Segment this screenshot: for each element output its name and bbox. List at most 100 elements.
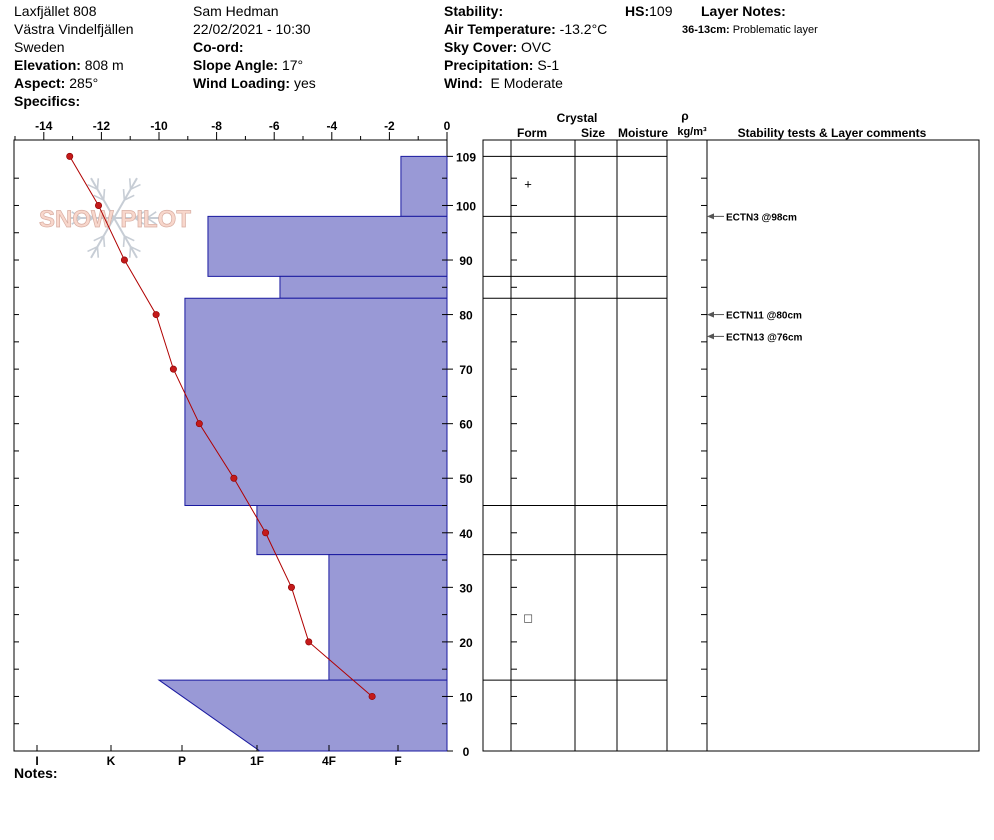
snowpilot-wordmark: SNOW PILOT xyxy=(39,206,191,233)
temp-tick-label: -10 xyxy=(150,119,168,133)
snowflake-branch xyxy=(87,183,98,191)
air-temp-label: Air Temperature: xyxy=(444,21,556,37)
snowflake-branch xyxy=(93,235,104,242)
temperature-point xyxy=(230,474,238,482)
air-temp-value: -13.2°C xyxy=(559,21,608,37)
temperature-point xyxy=(120,256,128,264)
height-tick-label: 10 xyxy=(459,690,473,704)
temperature-point xyxy=(368,692,376,700)
snowflake-branch xyxy=(134,211,145,219)
snowflake-branch xyxy=(146,211,157,219)
hs-value: 109 xyxy=(649,3,673,19)
temperature-point xyxy=(95,201,103,209)
hardness-layer xyxy=(207,215,448,277)
left-axis-ticks xyxy=(14,177,447,725)
slope-field: Slope Angle: 17° xyxy=(193,57,303,74)
moisture-header: Moisture xyxy=(618,126,668,140)
temp-tick-label: -4 xyxy=(326,119,337,133)
snowflake-branch xyxy=(71,217,82,225)
stability-tests: ECTN3 @98cm ECTN11 @80cm ECTN13 @76cm xyxy=(707,212,803,343)
hardness-layer xyxy=(157,679,448,752)
height-tick-label: 80 xyxy=(459,309,473,323)
coord-label: Co-ord: xyxy=(193,39,244,55)
hs-field: HS:109 xyxy=(625,3,672,20)
temperature-point xyxy=(195,420,203,428)
snowflake-branch xyxy=(83,211,94,219)
location-name: Laxfjället 808 xyxy=(14,3,97,19)
snowflake-arm xyxy=(90,217,115,259)
height-tick-label: 60 xyxy=(459,418,473,432)
snowflake-branch xyxy=(130,183,141,191)
snowflake-branch xyxy=(128,246,132,258)
hardness-layer xyxy=(400,155,448,217)
sky-cover-field: Sky Cover: OVC xyxy=(444,39,551,56)
height-tick-label: 20 xyxy=(459,636,473,650)
wind-field: Wind: E Moderate xyxy=(444,75,563,92)
layer-note-text: Problematic layer xyxy=(732,24,818,36)
country-name: Sweden xyxy=(14,39,65,55)
stability-arrow-head xyxy=(707,213,714,220)
precip-field: Precipitation: S-1 xyxy=(444,57,559,74)
sky-cover-label: Sky Cover: xyxy=(444,39,518,55)
stability-comments-header: Stability tests & Layer comments xyxy=(738,126,927,140)
height-tick-label: 90 xyxy=(459,254,473,268)
wind-loading-field: Wind Loading: yes xyxy=(193,75,316,92)
wind-value: E Moderate xyxy=(490,75,563,91)
snowflake-branch xyxy=(83,217,94,225)
layer-note-range: 36-13cm: xyxy=(682,24,730,36)
snowflake-branch xyxy=(96,246,100,258)
snowflake-branch xyxy=(124,194,135,201)
height-tick-label: 0 xyxy=(463,745,470,759)
layer-notes-label: Layer Notes: xyxy=(701,3,786,19)
form-header: Form xyxy=(517,126,547,140)
hardness-axis: I K P 1F 4F F xyxy=(35,745,402,768)
specifics-label: Specifics: xyxy=(14,93,81,109)
hardness-tick-label: 4F xyxy=(322,754,336,768)
snowflake-branch xyxy=(128,178,132,190)
aspect-value: 285° xyxy=(69,75,99,91)
observation-datetime: 22/02/2021 - 10:30 xyxy=(193,21,311,37)
layer-note: 36-13cm: Problematic layer xyxy=(682,24,818,37)
height-tick-label: 30 xyxy=(459,581,473,595)
elevation-field: Elevation: 808 m xyxy=(14,57,124,74)
stability-label: Stability: xyxy=(444,3,504,19)
sky-cover-value: OVC xyxy=(521,39,552,55)
stability-test-label: ECTN11 @80cm xyxy=(726,311,802,322)
notes-label: Notes: xyxy=(14,765,58,781)
snowflake-branch xyxy=(146,217,157,225)
snowflake-arm xyxy=(113,217,138,259)
stability-test-label: ECTN13 @76cm xyxy=(726,332,803,343)
region-name: Västra Vindelfjällen xyxy=(14,21,134,37)
crystal-header: Crystal xyxy=(557,111,598,125)
temp-tick-label: -2 xyxy=(384,119,395,133)
stability-arrow-head xyxy=(707,311,714,318)
hardness-tick-label: 1F xyxy=(250,754,264,768)
aspect-label: Aspect: xyxy=(14,75,66,91)
snowflake-arm xyxy=(113,177,138,219)
hardness-layers xyxy=(157,155,448,752)
temp-tick-label: 0 xyxy=(444,119,451,133)
layer-table-frame xyxy=(482,139,980,752)
snowflake-branch xyxy=(102,235,106,247)
hardness-layer xyxy=(184,297,448,507)
snowflake-branch xyxy=(122,235,126,247)
hardness-tick-label: P xyxy=(178,754,186,768)
snowpilot-logo: SNOW PILOT xyxy=(39,177,192,259)
snowflake-branch xyxy=(122,189,126,201)
hardness-tick-label: F xyxy=(394,754,401,768)
hardness-layer xyxy=(279,275,448,299)
density-unit-header: kg/m³ xyxy=(677,126,707,138)
height-tick-label: 109 xyxy=(456,150,476,164)
layer-table-ticks xyxy=(511,177,707,725)
hardness-layer xyxy=(256,505,448,556)
observer-name: Sam Hedman xyxy=(193,3,279,19)
elevation-value: 808 m xyxy=(84,57,124,73)
wind-loading-label: Wind Loading: xyxy=(193,75,291,91)
grain-symbol: □ xyxy=(524,610,532,625)
snowflake-branch xyxy=(134,217,145,225)
aspect-field: Aspect: 285° xyxy=(14,75,98,92)
elevation-label: Elevation: xyxy=(14,57,81,73)
precip-value: S-1 xyxy=(537,57,560,73)
hardness-tick-label: K xyxy=(107,754,116,768)
